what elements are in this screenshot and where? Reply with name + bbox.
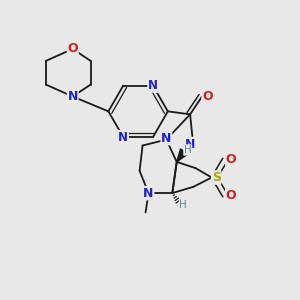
Text: O: O — [68, 42, 78, 56]
Text: S: S — [212, 171, 220, 184]
Text: O: O — [202, 90, 213, 103]
Text: H: H — [184, 145, 192, 155]
Text: N: N — [148, 79, 158, 92]
Text: N: N — [161, 132, 172, 145]
Polygon shape — [177, 149, 188, 162]
Text: O: O — [226, 153, 236, 166]
Text: N: N — [185, 138, 195, 151]
Text: N: N — [143, 187, 154, 200]
Text: O: O — [226, 189, 236, 202]
Text: N: N — [118, 130, 128, 144]
Text: H: H — [179, 200, 187, 210]
Text: N: N — [68, 90, 78, 103]
